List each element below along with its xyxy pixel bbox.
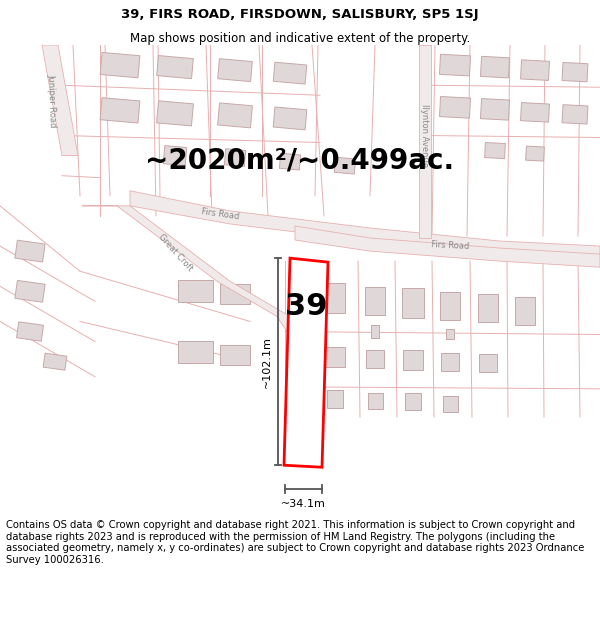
Polygon shape [526,146,544,161]
Polygon shape [218,103,253,128]
Polygon shape [562,62,588,82]
Polygon shape [218,59,253,82]
Polygon shape [157,101,193,126]
Polygon shape [446,329,454,339]
Polygon shape [280,153,301,170]
Polygon shape [273,62,307,84]
Polygon shape [439,96,470,118]
Polygon shape [163,146,187,166]
Polygon shape [481,56,509,78]
Polygon shape [130,191,600,259]
Polygon shape [366,349,384,368]
Polygon shape [481,99,509,120]
Polygon shape [562,104,588,124]
Polygon shape [327,390,343,408]
Polygon shape [440,292,460,321]
Polygon shape [334,158,356,174]
Polygon shape [17,322,43,341]
Polygon shape [403,349,423,370]
Polygon shape [419,45,431,238]
Polygon shape [443,396,458,412]
Text: ~2020m²/~0.499ac.: ~2020m²/~0.499ac. [145,147,455,174]
Polygon shape [42,45,78,156]
Text: ~34.1m: ~34.1m [281,499,326,509]
Polygon shape [371,326,379,338]
Polygon shape [521,102,550,122]
Polygon shape [521,60,550,81]
Polygon shape [325,283,345,313]
Polygon shape [325,347,345,367]
Polygon shape [485,142,505,159]
Polygon shape [15,240,45,262]
Polygon shape [441,352,459,371]
Text: Map shows position and indicative extent of the property.: Map shows position and indicative extent… [130,32,470,46]
Text: Juniper Road: Juniper Road [47,73,58,127]
Text: Ilynton Avenue: Ilynton Avenue [421,104,430,167]
Polygon shape [157,56,193,79]
Polygon shape [402,288,424,319]
Polygon shape [100,98,140,123]
Polygon shape [178,280,212,302]
Polygon shape [295,226,600,267]
Polygon shape [439,54,470,76]
Polygon shape [273,107,307,130]
Text: ~102.1m: ~102.1m [262,336,272,388]
Polygon shape [367,393,383,409]
Polygon shape [15,281,45,302]
Text: Contains OS data © Crown copyright and database right 2021. This information is : Contains OS data © Crown copyright and d… [6,520,584,565]
Text: Great Croft: Great Croft [156,232,194,273]
Polygon shape [82,206,300,331]
Polygon shape [479,354,497,372]
Text: Firs Road: Firs Road [431,239,469,251]
Polygon shape [43,353,67,370]
Polygon shape [224,149,245,166]
Polygon shape [365,288,385,316]
Text: Firs Road: Firs Road [200,207,239,221]
Polygon shape [515,298,535,326]
Polygon shape [284,258,328,468]
Polygon shape [100,52,140,78]
Polygon shape [220,284,250,304]
Text: 39, FIRS ROAD, FIRSDOWN, SALISBURY, SP5 1SJ: 39, FIRS ROAD, FIRSDOWN, SALISBURY, SP5 … [121,8,479,21]
Polygon shape [478,294,498,322]
Polygon shape [220,344,250,365]
Polygon shape [405,393,421,411]
Polygon shape [178,341,212,362]
Text: 39: 39 [285,292,327,321]
